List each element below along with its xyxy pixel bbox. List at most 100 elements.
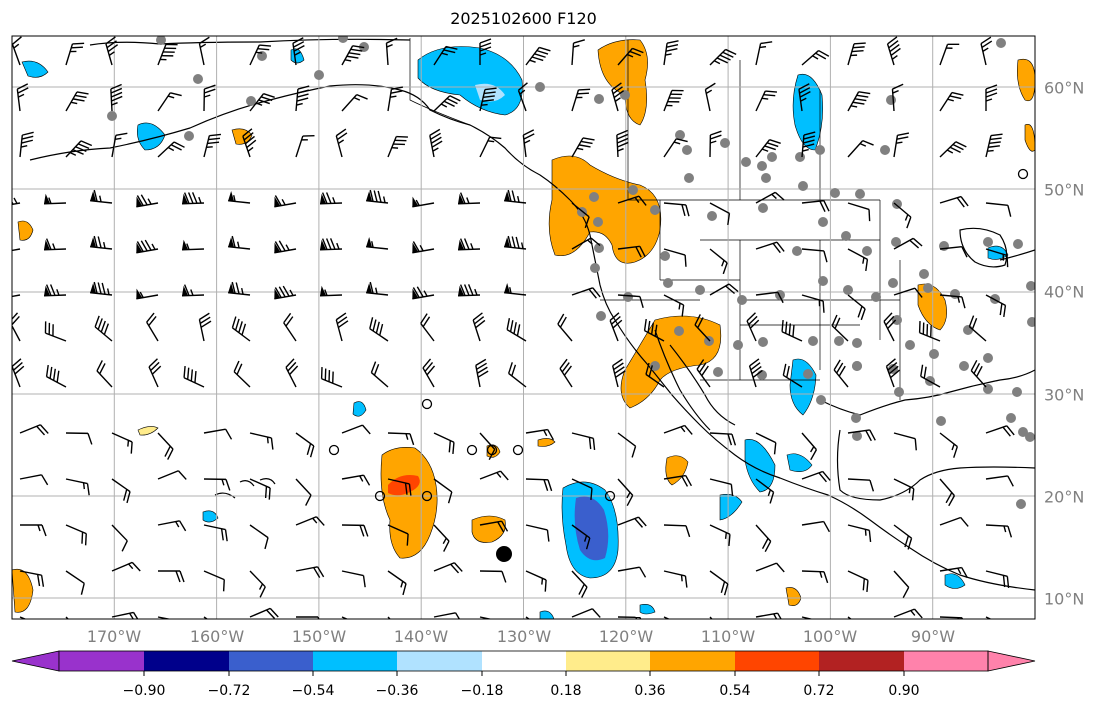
colorbar-segment xyxy=(482,651,566,671)
wind-barb xyxy=(472,312,486,342)
anomaly-orange xyxy=(537,438,556,447)
wind-barb xyxy=(885,358,900,388)
wind-barb xyxy=(369,317,389,342)
wind-barb xyxy=(617,616,645,619)
wind-barb xyxy=(755,90,778,112)
wind-barb xyxy=(387,524,409,546)
wind-barb xyxy=(833,359,849,388)
wind-barb xyxy=(183,365,205,388)
wind-barb xyxy=(387,135,408,158)
station-marker xyxy=(803,369,813,379)
wind-barb xyxy=(571,432,596,451)
station-marker xyxy=(888,364,898,374)
lon-label-150w: 150°W xyxy=(291,627,347,646)
wind-barb xyxy=(387,570,407,596)
wind-barb xyxy=(782,363,803,388)
wind-barb xyxy=(755,191,785,204)
colorbar-segment xyxy=(397,651,482,671)
anomaly-blue xyxy=(21,60,49,78)
wind-barb xyxy=(111,561,141,572)
wind-barb xyxy=(136,239,159,254)
wind-barb xyxy=(203,133,222,158)
wind-barb xyxy=(319,192,343,205)
baja-coast xyxy=(654,329,736,431)
wind-barb xyxy=(918,321,941,342)
colorbar-segment xyxy=(566,651,650,671)
wind-barb xyxy=(249,478,271,500)
north-america-west-coast xyxy=(569,199,1035,591)
wind-barb xyxy=(985,84,998,111)
wind-barb xyxy=(90,189,113,204)
station-marker xyxy=(815,145,825,155)
station-marker xyxy=(841,231,851,241)
wind-barb xyxy=(228,235,251,250)
wind-barb xyxy=(19,616,41,619)
wind-barb xyxy=(755,41,773,66)
station-marker xyxy=(695,285,705,295)
lat-label-50n: 50°N xyxy=(1044,180,1085,200)
wind-barb xyxy=(341,94,368,112)
lon-label-140w: 140°W xyxy=(393,627,449,646)
wind-barb xyxy=(847,294,866,321)
wind-barb xyxy=(893,132,910,158)
colorbar-segment xyxy=(819,651,904,671)
wind-barb xyxy=(157,520,187,532)
station-marker xyxy=(892,199,902,209)
station-marker xyxy=(816,395,826,405)
wind-barb xyxy=(709,478,734,497)
wind-barb xyxy=(475,358,489,388)
wind-barb xyxy=(939,43,960,66)
map-frame xyxy=(11,35,1036,620)
wind-barb xyxy=(709,570,729,596)
calm-circle-layer xyxy=(328,168,1029,502)
wind-barb xyxy=(479,520,509,533)
wind-barb xyxy=(968,315,987,342)
wind-barb xyxy=(285,358,299,388)
wind-barb xyxy=(709,283,739,296)
wind-barb xyxy=(755,478,775,504)
station-marker xyxy=(888,278,898,288)
wind-barb xyxy=(893,524,913,550)
wind-barb xyxy=(617,566,647,578)
station-marker xyxy=(1016,499,1026,509)
lon-label-130w: 130°W xyxy=(496,627,552,646)
station-marker xyxy=(852,338,862,348)
wind-barb xyxy=(433,45,458,66)
station-marker xyxy=(660,251,670,261)
wind-barb xyxy=(504,189,527,204)
wind-barb xyxy=(479,136,502,158)
wind-barb xyxy=(571,524,591,550)
wind-barb xyxy=(939,195,969,208)
wind-barb xyxy=(341,424,371,435)
station-marker xyxy=(862,246,872,256)
wind-barb xyxy=(643,318,665,342)
wind-barb xyxy=(158,570,185,583)
station-marker xyxy=(713,367,723,377)
wind-barb xyxy=(893,608,923,619)
station-marker xyxy=(830,188,840,198)
wind-barb xyxy=(525,478,553,492)
wind-barb xyxy=(522,129,535,158)
lon-label-110w: 110°W xyxy=(700,627,756,646)
wind-barb xyxy=(433,95,461,112)
wind-barb xyxy=(801,520,831,533)
wind-barb xyxy=(748,358,763,388)
wind-barb xyxy=(893,202,912,229)
wind-barb xyxy=(65,91,89,112)
map-title: 2025102600 F120 xyxy=(450,9,597,28)
wind-barb xyxy=(525,46,551,66)
station-marker xyxy=(246,96,256,106)
wind-barb xyxy=(366,236,389,250)
wind-barb xyxy=(341,616,363,619)
station-marker xyxy=(594,94,604,104)
station-marker xyxy=(1018,427,1028,437)
wind-barb xyxy=(249,570,266,598)
station-marker xyxy=(818,276,828,286)
wind-barb xyxy=(295,516,325,526)
wind-barb xyxy=(663,616,685,619)
anomaly-blue xyxy=(786,453,813,472)
colorbar-tick-label: −0.72 xyxy=(207,683,251,699)
calm-wind-circle xyxy=(1017,168,1029,180)
wind-barb xyxy=(341,524,369,537)
wind-barb xyxy=(939,478,956,507)
